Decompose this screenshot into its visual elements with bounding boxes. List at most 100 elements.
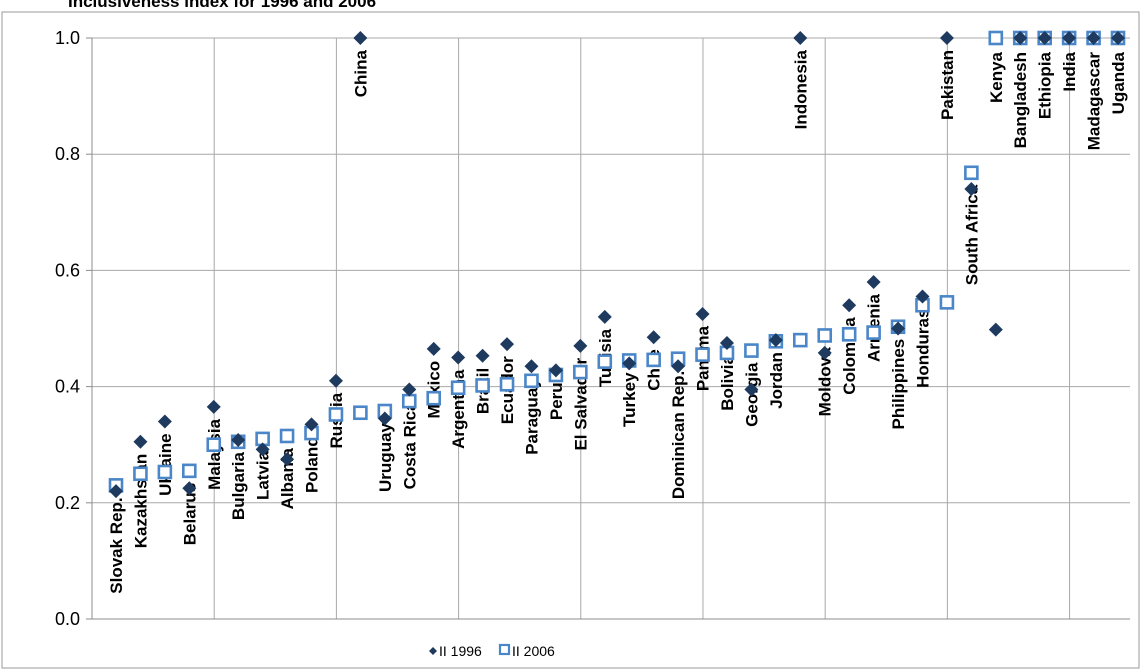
point-2006 — [133, 466, 148, 482]
point-2006 — [450, 380, 466, 396]
y-tick-label: 0.4 — [55, 377, 80, 397]
category-label: Peru — [547, 382, 566, 420]
category-label: Bangladesh — [1011, 52, 1030, 148]
category-label: Indonesia — [791, 49, 810, 129]
point-1996 — [622, 356, 637, 371]
point-2006 — [475, 378, 490, 393]
point-2006 — [792, 332, 808, 348]
point-1996 — [402, 382, 417, 397]
category-label: Malaysia — [205, 418, 224, 489]
category-label: Moldova — [816, 347, 835, 416]
point-1996 — [304, 417, 319, 432]
point-2006 — [353, 405, 368, 421]
point-1996 — [915, 289, 930, 304]
point-1996 — [1062, 31, 1077, 45]
category-label: Costa Rica — [400, 401, 419, 489]
legend-marker-2006 — [498, 643, 511, 656]
point-1996 — [597, 309, 612, 324]
point-1996 — [133, 434, 148, 449]
category-label: Albania — [278, 447, 297, 509]
point-1996 — [1037, 31, 1052, 45]
axes: 0.0 0.2 0.4 0.6 0.8 1.0 — [55, 28, 1130, 629]
point-2006 — [646, 352, 661, 368]
point-1996 — [353, 31, 368, 45]
point-2006 — [939, 295, 955, 310]
category-label: Mexico — [425, 361, 444, 419]
point-1996 — [1013, 31, 1028, 45]
category-label: Bulgaria — [229, 452, 248, 521]
category-label: El Salvador — [571, 358, 590, 451]
point-2006 — [401, 393, 417, 409]
point-2006 — [328, 407, 344, 422]
series — [108, 30, 1126, 499]
point-2006 — [866, 325, 881, 340]
point-1996 — [109, 484, 123, 499]
point-2006 — [524, 373, 539, 389]
point-1996 — [255, 442, 270, 457]
point-1996 — [182, 481, 197, 496]
point-2006 — [695, 347, 710, 362]
point-1996 — [451, 350, 466, 365]
point-2006 — [426, 390, 442, 406]
point-1996 — [891, 321, 906, 336]
category-label: Ethiopia — [1036, 51, 1055, 119]
category-label: Madagascar — [1085, 52, 1104, 151]
category-label: Uruguay — [376, 422, 395, 492]
point-1996 — [573, 338, 588, 353]
point-1996 — [426, 341, 441, 356]
point-1996 — [280, 452, 295, 467]
point-2006 — [841, 327, 857, 342]
point-1996 — [671, 359, 686, 374]
point-1996 — [988, 322, 1003, 337]
point-1996 — [939, 31, 954, 45]
point-1996 — [842, 298, 857, 313]
point-1996 — [328, 373, 343, 388]
point-1996 — [793, 31, 808, 45]
point-2006 — [597, 354, 613, 369]
y-tick-label: 0.0 — [55, 609, 80, 629]
point-1996 — [231, 433, 246, 448]
point-2006 — [573, 364, 588, 380]
category-label: Ukraine — [156, 433, 175, 495]
category-label: China — [351, 49, 370, 97]
chart-title: Inclusiveness index for 1996 and 2006 — [68, 0, 376, 11]
point-1996 — [695, 306, 710, 321]
point-1996 — [1086, 31, 1101, 45]
legend-label-1996: II 1996 — [439, 643, 482, 659]
y-tick-label: 0.6 — [55, 260, 80, 280]
category-label: South Africa — [962, 184, 981, 285]
point-1996 — [646, 330, 661, 345]
point-1996 — [744, 382, 759, 397]
category-label: Turkey — [620, 372, 639, 427]
point-1996 — [475, 348, 490, 363]
category-label: Dominican Rep. — [669, 371, 688, 499]
legend-label-2006: II 2006 — [512, 643, 555, 659]
point-2006 — [206, 437, 222, 453]
point-1996 — [500, 337, 515, 352]
category-label: Jordan — [767, 352, 786, 409]
point-2006 — [157, 464, 173, 480]
point-1996 — [548, 363, 563, 378]
category-label: Honduras — [913, 309, 932, 388]
category-label: Latvia — [254, 450, 273, 500]
point-1996 — [768, 333, 783, 348]
category-label: Pakistan — [938, 50, 957, 120]
point-1996 — [157, 414, 172, 429]
category-label: Kenya — [987, 51, 1006, 103]
category-label: Belarus — [180, 483, 199, 545]
category-label: Bolivia — [718, 354, 737, 410]
point-2006 — [988, 30, 1004, 46]
category-label: India — [1060, 51, 1079, 91]
category-label: Philippines — [889, 339, 908, 430]
point-1996 — [524, 359, 539, 374]
category-label: Uganda — [1109, 51, 1128, 114]
point-1996 — [206, 399, 221, 414]
legend-marker-1996 — [429, 647, 437, 655]
point-2006 — [744, 343, 759, 358]
point-1996 — [866, 275, 881, 290]
chart-border — [1, 11, 1140, 669]
point-1996 — [719, 336, 734, 351]
point-1996 — [964, 182, 979, 197]
